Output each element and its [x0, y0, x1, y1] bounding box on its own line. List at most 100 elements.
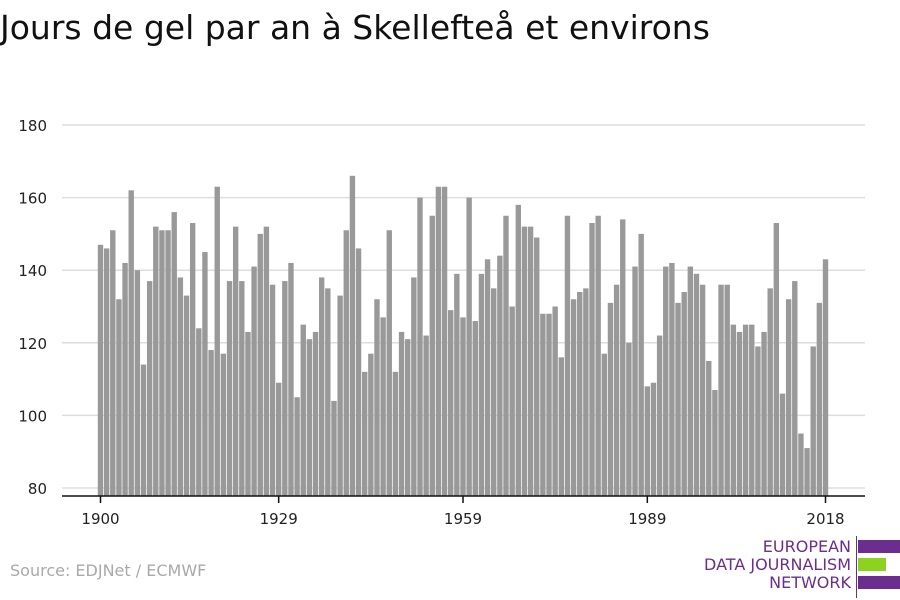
bar-1919: [214, 186, 220, 496]
bar-2005: [742, 324, 749, 496]
bar-1978: [577, 291, 583, 496]
bar-1980: [589, 223, 595, 496]
source-note: Source: EDJNet / ECMWF: [10, 561, 207, 580]
bar-1909: [153, 226, 159, 496]
bar-1985: [620, 219, 626, 496]
bar-1913: [177, 277, 184, 496]
bar-1964: [491, 288, 497, 496]
bar-1989: [644, 386, 651, 496]
bar-1912: [171, 212, 177, 496]
bar-2008: [761, 331, 767, 496]
y-tick-label: 100: [18, 407, 47, 425]
bar-1930: [282, 281, 288, 496]
bar-2009: [767, 288, 773, 496]
bar-1923: [239, 281, 245, 496]
bar-1991: [656, 335, 663, 496]
bar-1946: [380, 317, 386, 496]
bar-2001: [718, 284, 724, 496]
bar-1902: [110, 230, 116, 496]
bar-1926: [257, 233, 263, 496]
bar-1983: [607, 302, 614, 496]
logo-line-3: NETWORK: [769, 573, 851, 592]
bars: [97, 175, 829, 497]
bar-1975: [558, 357, 564, 496]
bar-2014: [798, 433, 804, 496]
bar-1939: [337, 295, 343, 496]
bar-1986: [626, 342, 632, 496]
y-tick-label: 180: [18, 117, 47, 135]
bar-2010: [773, 223, 780, 496]
bar-1910: [159, 230, 165, 496]
bar-1974: [552, 306, 558, 496]
bar-1924: [245, 331, 251, 496]
gridlines: 80 100 120 140 160 180: [18, 117, 865, 498]
bar-1962: [478, 273, 485, 496]
bar-1937: [325, 288, 331, 496]
bar-1911: [165, 230, 171, 496]
x-tick-label: 1959: [444, 510, 482, 528]
bar-1916: [196, 328, 202, 496]
bar-2012: [785, 299, 792, 496]
bar-1995: [681, 291, 687, 496]
bar-1935: [312, 331, 319, 496]
logo-bar-purple-top: [858, 540, 900, 553]
bar-1956: [441, 186, 448, 496]
bar-1938: [331, 400, 337, 496]
bar-1918: [208, 350, 214, 496]
bar-1927: [263, 226, 270, 496]
bar-1993: [669, 262, 675, 496]
bar-1921: [226, 281, 233, 496]
bar-1903: [116, 299, 122, 496]
bar-1976: [564, 215, 571, 496]
bar-2017: [816, 302, 823, 496]
bar-1945: [374, 299, 380, 496]
bar-2016: [810, 346, 816, 496]
bar-1992: [663, 266, 669, 496]
bar-1977: [570, 299, 577, 496]
y-tick-label: 140: [18, 262, 47, 280]
bar-1979: [583, 288, 589, 496]
bar-1959: [460, 317, 466, 496]
bar-1990: [650, 382, 657, 496]
x-tick-label: 1900: [81, 510, 119, 528]
bar-1973: [546, 313, 552, 496]
bar-1971: [534, 237, 540, 496]
y-tick-label: 160: [18, 190, 47, 208]
bar-2007: [755, 346, 761, 496]
edjnet-logo[interactable]: EUROPEAN DATA JOURNALISM NETWORK: [700, 536, 900, 598]
bar-1915: [189, 223, 196, 496]
bar-1988: [638, 233, 644, 496]
bar-1928: [269, 284, 276, 496]
bar-1968: [515, 204, 521, 497]
bar-1951: [411, 277, 417, 496]
bar-1969: [521, 226, 528, 496]
bar-1955: [435, 186, 442, 496]
bar-1954: [429, 215, 435, 496]
bar-1914: [183, 295, 190, 496]
bar-1950: [405, 339, 411, 496]
bar-1905: [128, 190, 134, 496]
bar-1944: [368, 353, 374, 496]
bar-1965: [497, 255, 503, 496]
bar-1940: [343, 230, 349, 496]
bar-1994: [675, 302, 681, 496]
logo-bar-green: [858, 558, 886, 571]
bar-1942: [355, 248, 362, 496]
bar-1966: [503, 215, 509, 496]
bar-1922: [232, 226, 239, 496]
bar-1907: [140, 364, 147, 496]
bar-2000: [712, 389, 718, 496]
bar-1949: [398, 331, 405, 496]
bar-1999: [706, 360, 712, 496]
x-tick-label: 1989: [628, 510, 666, 528]
bar-1936: [318, 277, 325, 496]
logo-line-1: EUROPEAN: [762, 537, 851, 556]
logo-line-2: DATA JOURNALISM: [704, 555, 851, 574]
bar-1900: [97, 244, 104, 496]
bar-1952: [417, 197, 423, 496]
bar-2004: [736, 331, 743, 496]
bar-2018: [822, 259, 829, 496]
bar-1996: [687, 266, 694, 496]
axes: 1900 1929 1959 1989 2018: [62, 495, 865, 528]
bar-1982: [601, 353, 608, 496]
